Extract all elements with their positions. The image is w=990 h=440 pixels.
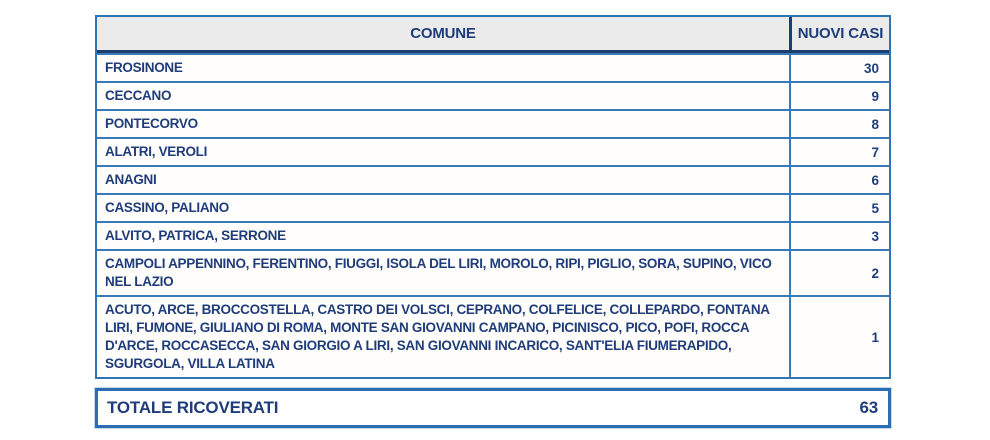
table-row: CAMPOLI APPENNINO, FERENTINO, FIUGGI, IS…: [97, 249, 889, 295]
table-row: PONTECORVO 8: [97, 109, 889, 137]
nuovi-casi-cell: 3: [789, 223, 889, 249]
table-row: FROSINONE 30: [97, 53, 889, 81]
comune-cell: CAMPOLI APPENNINO, FERENTINO, FIUGGI, IS…: [105, 256, 772, 289]
nuovi-casi-cell: 5: [789, 195, 889, 221]
comune-cell: ALATRI, VEROLI: [105, 144, 208, 159]
comune-cell: ACUTO, ARCE, BROCCOSTELLA, CASTRO DEI VO…: [105, 302, 770, 371]
nuovi-casi-cell: 1: [789, 297, 889, 377]
comune-cell: FROSINONE: [105, 60, 183, 75]
totale-label: TOTALE RICOVERATI: [107, 398, 279, 417]
nuovi-casi-cell: 30: [789, 55, 889, 81]
comune-cell: PONTECORVO: [105, 116, 198, 131]
table-row: CECCANO 9: [97, 81, 889, 109]
nuovi-casi-table: COMUNE NUOVI CASI FROSINONE 30 CECCANO 9…: [95, 15, 891, 379]
nuovi-casi-cell: 7: [789, 139, 889, 165]
table-row: ALATRI, VEROLI 7: [97, 137, 889, 165]
totale-value: 63: [859, 398, 878, 417]
comune-cell: ANAGNI: [105, 172, 157, 187]
nuovi-casi-cell: 8: [789, 111, 889, 137]
column-header-nuovi-casi: NUOVI CASI: [789, 17, 889, 50]
totale-ricoverati-bar: TOTALE RICOVERATI 63: [95, 388, 891, 428]
table-row: ANAGNI 6: [97, 165, 889, 193]
nuovi-casi-cell: 9: [789, 83, 889, 109]
comune-cell: CASSINO, PALIANO: [105, 200, 229, 215]
column-header-comune: COMUNE: [410, 25, 476, 42]
table-row: ACUTO, ARCE, BROCCOSTELLA, CASTRO DEI VO…: [97, 295, 889, 377]
table-row: ALVITO, PATRICA, SERRONE 3: [97, 221, 889, 249]
comune-cell: ALVITO, PATRICA, SERRONE: [105, 228, 286, 243]
comune-cell: CECCANO: [105, 88, 172, 103]
header-divider: [97, 50, 889, 53]
table-row: CASSINO, PALIANO 5: [97, 193, 889, 221]
table-header-row: COMUNE NUOVI CASI: [97, 17, 889, 50]
nuovi-casi-cell: 2: [789, 251, 889, 295]
nuovi-casi-cell: 6: [789, 167, 889, 193]
